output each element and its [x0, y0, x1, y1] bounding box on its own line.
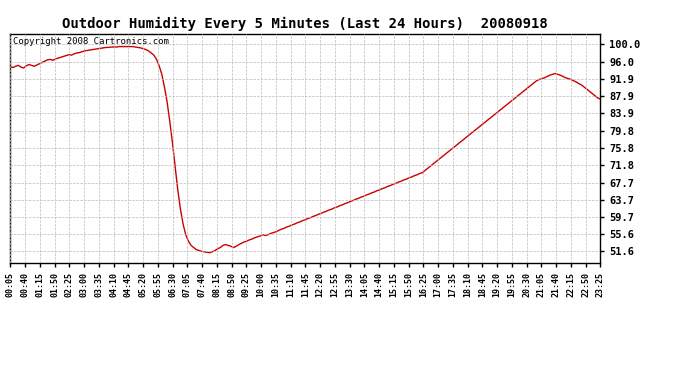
- Title: Outdoor Humidity Every 5 Minutes (Last 24 Hours)  20080918: Outdoor Humidity Every 5 Minutes (Last 2…: [63, 17, 548, 31]
- Text: Copyright 2008 Cartronics.com: Copyright 2008 Cartronics.com: [13, 37, 169, 46]
